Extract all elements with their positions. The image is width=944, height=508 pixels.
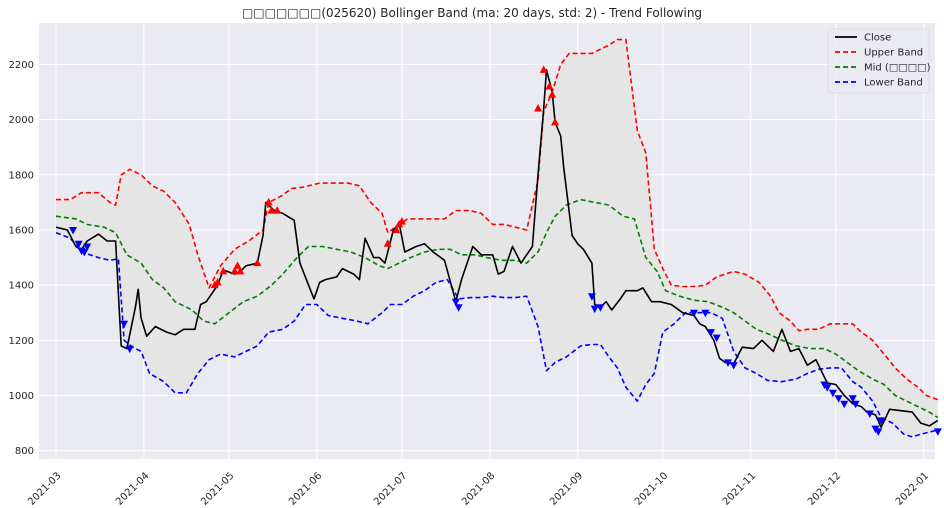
sell-signal-marker [587,293,596,301]
sell-signal-marker [125,345,134,354]
chart-title: □□□□□□□(025620) Bollinger Band (ma: 20 d… [242,6,702,20]
sell-signal-marker [933,428,942,436]
sell-signal-marker [83,243,92,252]
sell-signal-marker [874,428,883,436]
buy-signal-marker [219,266,228,275]
lower-band-line [55,231,938,438]
sell-signal-marker [828,389,837,398]
buy-signal-marker [253,258,262,267]
sell-signal-marker [848,395,857,403]
sell-signal-marker [823,384,832,392]
y-tick-label: 2000 [9,115,34,126]
sell-signal-marker [701,309,710,318]
buy-signal-marker [233,261,242,269]
buy-signal-marker [267,206,276,214]
y-tick-label: 1800 [9,170,34,181]
signal-markers [69,65,942,436]
sell-signal-marker [120,320,129,329]
sell-signal-marker [80,249,89,257]
legend: Close Upper Band Mid (□□□□) Lower Band [827,28,931,94]
buy-signal-marker [236,266,245,275]
sell-signal-marker [707,329,715,337]
sell-signal-marker [74,240,83,249]
legend-mid-label: Mid (□□□□) [864,63,931,74]
buy-signal-marker [264,197,273,206]
buy-signal-marker [539,65,548,73]
sell-signal-marker [69,226,78,235]
sell-signal-marker [729,362,738,370]
y-tick-label: 1000 [9,391,34,402]
buy-signal-marker [213,277,222,286]
legend-close-label: Close [864,33,891,44]
upper-band-line [56,38,939,401]
sell-signal-marker [596,304,605,312]
legend-box [827,28,930,94]
sell-signal-marker [724,359,733,367]
sell-signal-marker [851,400,860,409]
y-tick-label: 1200 [9,336,34,347]
sell-signal-marker [454,304,463,312]
buy-signal-marker [534,104,543,112]
sell-signal-marker [877,417,886,425]
sell-signal-marker [834,395,843,403]
y-tick-label: 2200 [9,60,34,71]
legend-upper-label: Upper Band [864,48,923,59]
buy-signal-marker [551,117,560,126]
band-fill-layer [56,39,938,437]
y-tick-label: 800 [15,446,34,457]
y-tick-label: 1400 [9,281,34,292]
y-tick-label: 1600 [9,225,34,236]
series-lines [55,38,939,438]
sell-signal-marker [451,298,460,307]
sell-signal-marker [840,400,849,409]
sell-signal-marker [865,410,874,418]
band-fill [56,39,938,437]
sell-signal-marker [590,305,599,314]
buy-signal-marker [230,266,239,275]
sell-signal-marker [689,309,698,318]
close-line [55,69,939,429]
buy-signal-marker [392,225,401,233]
buy-signal-marker [545,81,554,90]
buy-signal-marker [548,90,557,98]
buy-signal-marker [383,239,392,247]
legend-lower-label: Lower Band [864,78,923,89]
sell-signal-marker [712,334,721,343]
buy-signal-marker [397,217,406,225]
buy-signal-marker [273,206,282,214]
